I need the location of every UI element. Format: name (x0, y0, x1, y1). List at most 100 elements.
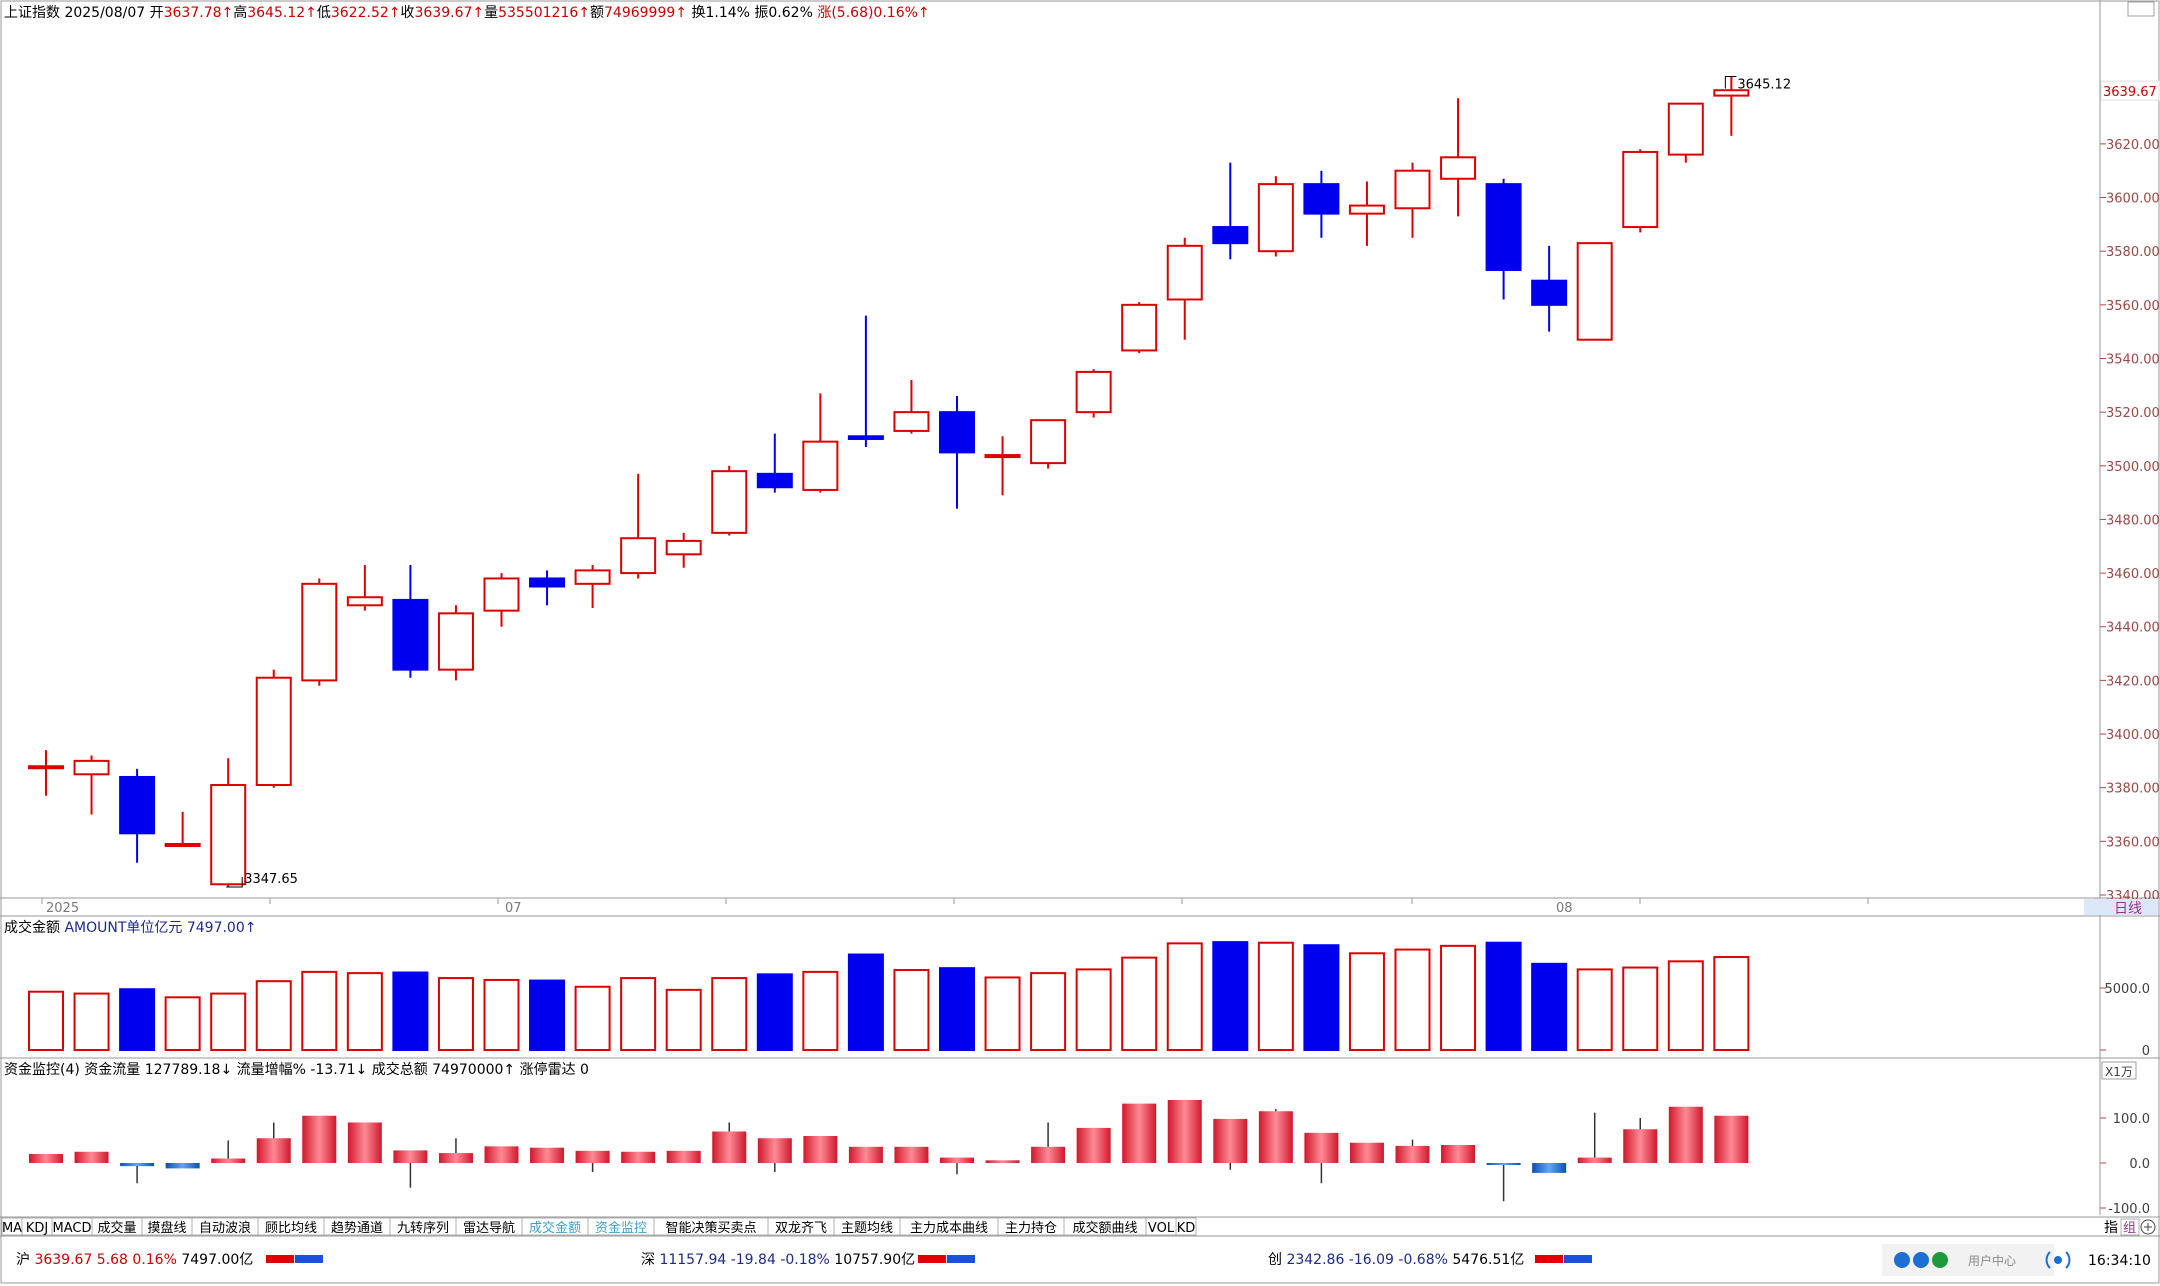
candle-body[interactable] (1121, 303, 1158, 352)
flow-bar[interactable] (1623, 1129, 1658, 1163)
candle-body[interactable] (1576, 242, 1613, 341)
flow-bar[interactable] (1213, 1118, 1248, 1163)
candle-body[interactable] (1257, 183, 1294, 253)
amount-bar[interactable] (1030, 972, 1067, 1051)
candle-body[interactable] (1485, 183, 1522, 271)
amount-bar[interactable] (1075, 968, 1112, 1052)
tab-right-zu[interactable]: 组 (2123, 1221, 2136, 1236)
amount-bar[interactable] (210, 992, 247, 1052)
amount-bar[interactable] (1121, 956, 1158, 1051)
flow-bar[interactable] (1031, 1146, 1066, 1163)
flow-bar[interactable] (1167, 1100, 1202, 1163)
candle-body[interactable] (255, 676, 292, 787)
candle-body[interactable] (119, 775, 156, 835)
amount-bar[interactable] (1348, 952, 1385, 1052)
flow-bar[interactable] (575, 1150, 610, 1163)
amount-bar[interactable] (620, 977, 657, 1052)
candle-body[interactable] (802, 440, 839, 491)
period-box[interactable] (2084, 899, 2158, 915)
flow-bar[interactable] (165, 1163, 200, 1169)
indicator-tab-label[interactable]: 趋势通道 (331, 1220, 383, 1236)
flow-bar[interactable] (1441, 1145, 1476, 1163)
indicator-tab-label[interactable]: 自动波浪 (199, 1221, 251, 1236)
flow-bar[interactable] (1304, 1132, 1339, 1163)
scale-box[interactable] (2101, 1061, 2137, 1080)
amount-bar[interactable] (984, 976, 1021, 1052)
indicator-tab-label[interactable]: KDJ (26, 1221, 48, 1236)
indicator-tab-label[interactable]: 九转序列 (397, 1221, 449, 1236)
amount-bar[interactable] (1166, 942, 1203, 1051)
indicator-tab-label[interactable]: 智能决策买卖点 (665, 1220, 756, 1236)
candle-body[interactable] (164, 843, 201, 848)
candle-body[interactable] (1348, 204, 1385, 215)
candle-body[interactable] (73, 759, 110, 776)
window-button[interactable] (2127, 1, 2155, 17)
indicator-tab-label[interactable]: 成交额曲线 (1072, 1220, 1137, 1236)
flow-bar[interactable] (1122, 1103, 1157, 1163)
indicator-tab-label[interactable]: 成交量 (97, 1220, 136, 1236)
candle-body[interactable] (847, 435, 884, 440)
amount-bar[interactable] (1667, 960, 1704, 1052)
amount-bar[interactable] (1531, 962, 1568, 1052)
candle-body[interactable] (1667, 102, 1704, 156)
candle-body[interactable] (893, 411, 930, 432)
amount-bar[interactable] (346, 972, 383, 1051)
candle-body[interactable] (346, 596, 383, 607)
flow-bar[interactable] (393, 1150, 428, 1163)
amount-bar[interactable] (756, 973, 793, 1051)
amount-bar[interactable] (1394, 948, 1431, 1051)
flow-bar[interactable] (29, 1154, 63, 1163)
flow-bar[interactable] (621, 1151, 656, 1163)
flow-bar[interactable] (1076, 1127, 1111, 1163)
amount-bar[interactable] (1713, 956, 1750, 1051)
amount-bar[interactable] (802, 970, 839, 1052)
flow-bar[interactable] (985, 1160, 1020, 1163)
flow-bar[interactable] (1532, 1163, 1567, 1173)
flow-bar[interactable] (712, 1131, 747, 1164)
candle-body[interactable] (392, 598, 429, 671)
indicator-tab-label[interactable]: 双龙齐飞 (775, 1220, 827, 1236)
amount-bar[interactable] (119, 988, 156, 1051)
status-index-sh[interactable]: 沪 3639.67 5.68 0.16% 7497.00亿 (16, 1252, 253, 1268)
flow-bar[interactable] (1668, 1106, 1703, 1163)
tab-right-box[interactable] (2120, 1218, 2140, 1236)
service-icon[interactable] (1932, 1252, 1948, 1268)
candle-body[interactable] (620, 537, 657, 575)
flow-bar[interactable] (438, 1153, 473, 1163)
indicator-tab-label[interactable]: 主力持仓 (1005, 1221, 1057, 1236)
indicator-tab-label[interactable]: KD (1177, 1221, 1196, 1236)
candle-body[interactable] (1303, 183, 1340, 215)
candle-body[interactable] (301, 582, 338, 682)
candle-body[interactable] (984, 454, 1021, 459)
amount-bar[interactable] (1257, 941, 1294, 1051)
candle-body[interactable] (529, 577, 566, 588)
amount-bar[interactable] (164, 996, 201, 1051)
amount-bar[interactable] (392, 971, 429, 1051)
candle-body[interactable] (756, 472, 793, 489)
candle-body[interactable] (574, 569, 611, 585)
flow-bar[interactable] (211, 1158, 246, 1164)
candle-body[interactable] (665, 539, 702, 556)
period-label[interactable]: 日线 (2114, 901, 2142, 917)
candle-body[interactable] (1394, 169, 1431, 210)
amount-bar[interactable] (574, 985, 611, 1052)
service-icon[interactable] (1913, 1252, 1929, 1268)
amount-bar[interactable] (255, 980, 292, 1051)
indicator-tab-label[interactable]: 顾比均线 (265, 1221, 317, 1236)
candle-body[interactable] (28, 765, 64, 770)
amount-bar[interactable] (711, 977, 748, 1052)
amount-bar[interactable] (893, 969, 930, 1052)
flow-bar[interactable] (530, 1147, 565, 1163)
amount-bar[interactable] (73, 992, 110, 1052)
amount-bar[interactable] (1622, 966, 1659, 1051)
status-index-sz[interactable]: 深 11157.94 -19.84 -0.18% 10757.90亿 (641, 1252, 915, 1268)
indicator-tab-label[interactable]: VOL (1148, 1221, 1175, 1236)
scale-box-label[interactable]: X1万 (2105, 1065, 2133, 1079)
candle-body[interactable] (1030, 419, 1067, 465)
indicator-tab-label[interactable]: 主力成本曲线 (910, 1221, 988, 1236)
flow-bar[interactable] (848, 1146, 883, 1163)
amount-bar[interactable] (665, 988, 702, 1051)
amount-bar[interactable] (529, 979, 566, 1051)
candle-body[interactable] (1166, 244, 1203, 301)
